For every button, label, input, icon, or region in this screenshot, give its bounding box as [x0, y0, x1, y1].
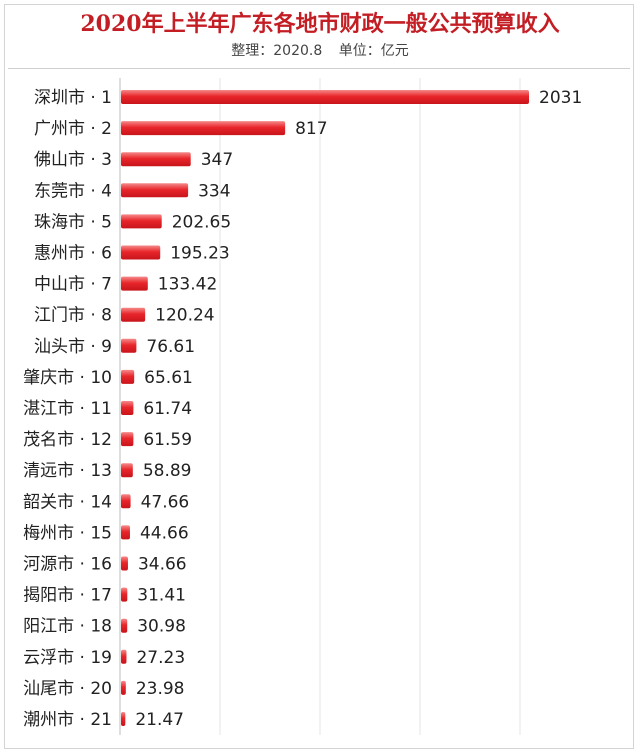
value-label: 27.23 [136, 648, 185, 668]
value-label: 76.61 [146, 337, 195, 357]
category-label: 梅州市 · 15 [23, 523, 112, 543]
category-label: 河源市 · 16 [23, 555, 112, 575]
gridlines [219, 78, 521, 735]
bar [121, 183, 189, 198]
value-label: 31.41 [137, 586, 186, 606]
category-label: 广州市 · 2 [34, 119, 112, 139]
category-label: 湛江市 · 11 [23, 399, 112, 419]
value-label: 61.74 [143, 399, 192, 419]
category-label: 汕尾市 · 20 [23, 679, 112, 699]
bar [121, 649, 127, 664]
chart-frame [4, 4, 634, 749]
value-label: 2031 [539, 88, 582, 108]
category-label: 茂名市 · 12 [23, 430, 112, 450]
category-label: 汕头市 · 9 [34, 337, 112, 357]
value-label: 34.66 [138, 555, 187, 575]
bar [121, 152, 191, 167]
bar [121, 712, 126, 726]
value-label: 120.24 [155, 306, 214, 326]
value-label: 195.23 [170, 244, 229, 264]
bar [121, 556, 128, 571]
category-label: 东莞市 · 4 [34, 181, 112, 201]
value-label: 47.66 [141, 492, 190, 512]
category-label: 潮州市 · 21 [23, 710, 112, 730]
category-label: 阳江市 · 18 [23, 617, 112, 637]
category-label: 惠州市 · 6 [34, 244, 112, 264]
category-label: 清远市 · 13 [23, 461, 112, 481]
value-label: 65.61 [144, 368, 193, 388]
bar [121, 276, 148, 291]
unit-note: 单位：亿元 [338, 43, 409, 59]
chart-subtitle: 整理：2020.8 单位：亿元 [0, 40, 640, 60]
value-label: 44.66 [140, 523, 189, 543]
bar [121, 307, 146, 322]
value-label: 334 [198, 181, 230, 201]
bar [121, 587, 128, 602]
bar [121, 401, 134, 415]
value-labels: 2031 817 347 334 202.65 195.23 133.42 120.24 76.… [135, 88, 582, 730]
category-label: 韶关市 · 14 [23, 492, 112, 512]
category-label: 中山市 · 7 [34, 275, 112, 295]
bar [121, 338, 137, 353]
bar [121, 680, 126, 695]
category-labels: 深圳市 · 1 广州市 · 2 佛山市 · 3 东莞市 · 4 珠海市 · 5 惠州市 ·… [23, 88, 112, 730]
category-label: 云浮市 · 19 [23, 648, 112, 668]
category-label: 佛山市 · 3 [34, 150, 112, 170]
chart-title: 2020年上半年广东各地市财政一般公共预算收入 [80, 11, 560, 37]
value-label: 30.98 [137, 617, 186, 637]
category-label: 江门市 · 8 [34, 306, 112, 326]
value-label: 347 [201, 150, 233, 170]
source-note: 整理：2020.8 [231, 43, 323, 59]
bar [121, 245, 161, 260]
category-label: 揭阳市 · 17 [23, 586, 112, 606]
value-label: 58.89 [143, 461, 192, 481]
bar [121, 121, 286, 136]
value-label: 21.47 [135, 710, 184, 730]
category-label: 肇庆市 · 10 [23, 368, 112, 388]
value-label: 202.65 [172, 212, 231, 232]
bar [121, 618, 128, 633]
value-label: 817 [295, 119, 327, 139]
category-label: 深圳市 · 1 [34, 88, 112, 108]
value-label: 133.42 [158, 275, 217, 295]
bars [121, 90, 529, 726]
bar [121, 369, 135, 384]
bar [121, 525, 130, 540]
category-label: 珠海市 · 5 [34, 212, 112, 232]
bar [121, 463, 133, 478]
bar [121, 214, 162, 229]
bar [121, 432, 134, 447]
value-label: 23.98 [136, 679, 185, 699]
header-divider [8, 68, 630, 69]
bar [121, 494, 131, 509]
value-label: 61.59 [143, 430, 192, 450]
bar [121, 90, 529, 104]
